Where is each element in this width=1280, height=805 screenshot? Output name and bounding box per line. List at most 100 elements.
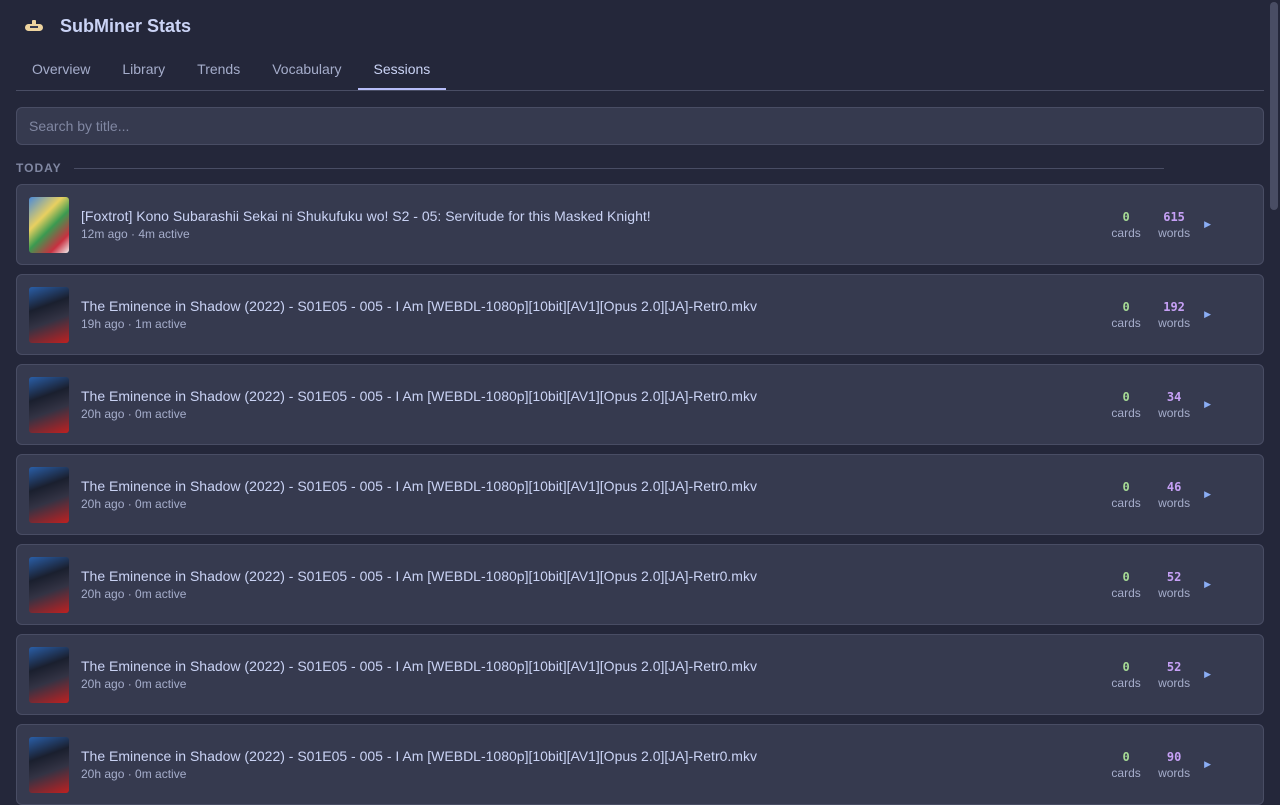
app-header: SubMiner Stats [0, 0, 1280, 52]
search-box [16, 107, 1264, 145]
cards-count: 0 [1122, 749, 1130, 764]
tab-trends[interactable]: Trends [197, 61, 241, 77]
cards-count: 0 [1122, 209, 1130, 224]
tab-sessions[interactable]: Sessions [357, 52, 447, 90]
group-header-today: TODAY [16, 161, 1264, 175]
session-info: The Eminence in Shadow (2022) - S01E05 -… [81, 298, 1102, 331]
cards-label: cards [1111, 585, 1141, 600]
session-info: The Eminence in Shadow (2022) - S01E05 -… [81, 568, 1102, 601]
expand-arrow-icon[interactable]: ▶ [1204, 579, 1211, 589]
tab-library[interactable]: Library [122, 61, 166, 77]
session-row[interactable]: The Eminence in Shadow (2022) - S01E05 -… [16, 364, 1264, 445]
cards-stat: 0 cards [1102, 480, 1150, 510]
words-count: 46 [1166, 479, 1182, 494]
cover-thumbnail [29, 376, 69, 433]
words-label: words [1158, 765, 1191, 780]
session-meta: 20h ago · 0m active [81, 407, 187, 421]
session-row[interactable]: [Foxtrot] Kono Subarashii Sekai ni Shuku… [16, 184, 1264, 265]
words-stat: 90 words [1150, 750, 1198, 780]
words-count: 90 [1166, 749, 1182, 764]
words-label: words [1158, 315, 1191, 330]
session-row[interactable]: The Eminence in Shadow (2022) - S01E05 -… [16, 634, 1264, 715]
expand-arrow-icon[interactable]: ▶ [1204, 489, 1211, 499]
expand-arrow-icon[interactable]: ▶ [1204, 669, 1211, 679]
cards-label: cards [1111, 675, 1141, 690]
words-label: words [1158, 585, 1191, 600]
words-label: words [1158, 225, 1191, 240]
session-title: The Eminence in Shadow (2022) - S01E05 -… [81, 388, 757, 404]
words-label: words [1158, 675, 1191, 690]
cards-stat: 0 cards [1102, 300, 1150, 330]
expand-arrow-icon[interactable]: ▶ [1204, 309, 1211, 319]
session-meta: 12m ago · 4m active [81, 227, 190, 241]
words-label: words [1158, 405, 1191, 420]
session-info: [Foxtrot] Kono Subarashii Sekai ni Shuku… [81, 208, 1102, 241]
words-count: 192 [1163, 299, 1185, 314]
session-title: The Eminence in Shadow (2022) - S01E05 -… [81, 658, 757, 674]
cards-count: 0 [1122, 479, 1130, 494]
words-stat: 52 words [1150, 570, 1198, 600]
tab-overview[interactable]: Overview [32, 61, 91, 77]
cover-thumbnail [29, 196, 69, 253]
session-meta: 20h ago · 0m active [81, 677, 187, 691]
words-stat: 46 words [1150, 480, 1198, 510]
session-meta: 20h ago · 0m active [81, 587, 187, 601]
words-count: 52 [1166, 569, 1182, 584]
session-title: The Eminence in Shadow (2022) - S01E05 -… [81, 478, 757, 494]
search-input[interactable] [29, 118, 1251, 134]
session-row[interactable]: The Eminence in Shadow (2022) - S01E05 -… [16, 454, 1264, 535]
words-count: 615 [1163, 209, 1185, 224]
cards-label: cards [1111, 765, 1141, 780]
cards-label: cards [1111, 405, 1141, 420]
session-info: The Eminence in Shadow (2022) - S01E05 -… [81, 478, 1102, 511]
cover-thumbnail [29, 466, 69, 523]
cards-label: cards [1111, 225, 1141, 240]
cards-count: 0 [1122, 659, 1130, 674]
cover-thumbnail [29, 286, 69, 343]
expand-arrow-icon[interactable]: ▶ [1204, 399, 1211, 409]
words-stat: 615 words [1150, 210, 1198, 240]
cover-thumbnail [29, 646, 69, 703]
cards-count: 0 [1122, 569, 1130, 584]
submarine-icon [24, 19, 44, 33]
session-meta: 20h ago · 0m active [81, 767, 187, 781]
tab-vocabulary[interactable]: Vocabulary [272, 61, 342, 77]
words-count: 52 [1166, 659, 1182, 674]
cover-thumbnail [29, 556, 69, 613]
scrollbar[interactable] [1268, 0, 1280, 800]
cards-stat: 0 cards [1102, 570, 1150, 600]
session-title: The Eminence in Shadow (2022) - S01E05 -… [81, 568, 757, 584]
words-count: 34 [1166, 389, 1182, 404]
session-meta: 20h ago · 0m active [81, 497, 187, 511]
scrollbar-thumb[interactable] [1270, 2, 1278, 210]
cards-stat: 0 cards [1102, 750, 1150, 780]
session-title: [Foxtrot] Kono Subarashii Sekai ni Shuku… [81, 208, 651, 224]
expand-arrow-icon[interactable]: ▶ [1204, 759, 1211, 769]
divider [73, 167, 1164, 169]
cards-count: 0 [1122, 389, 1130, 404]
session-meta: 19h ago · 1m active [81, 317, 187, 331]
app-title: SubMiner Stats [60, 15, 192, 36]
group-label: TODAY [16, 161, 62, 175]
words-label: words [1158, 495, 1191, 510]
session-row[interactable]: The Eminence in Shadow (2022) - S01E05 -… [16, 544, 1264, 625]
expand-arrow-icon[interactable]: ▶ [1204, 219, 1211, 229]
session-info: The Eminence in Shadow (2022) - S01E05 -… [81, 748, 1102, 781]
words-stat: 34 words [1150, 390, 1198, 420]
words-stat: 52 words [1150, 660, 1198, 690]
cards-stat: 0 cards [1102, 210, 1150, 240]
session-list: [Foxtrot] Kono Subarashii Sekai ni Shuku… [0, 184, 1280, 805]
session-title: The Eminence in Shadow (2022) - S01E05 -… [81, 298, 757, 314]
cards-stat: 0 cards [1102, 390, 1150, 420]
words-stat: 192 words [1150, 300, 1198, 330]
cards-label: cards [1111, 315, 1141, 330]
cards-count: 0 [1122, 299, 1130, 314]
session-row[interactable]: The Eminence in Shadow (2022) - S01E05 -… [16, 724, 1264, 805]
tab-bar: Overview Library Trends Vocabulary Sessi… [16, 52, 1264, 91]
cards-stat: 0 cards [1102, 660, 1150, 690]
session-title: The Eminence in Shadow (2022) - S01E05 -… [81, 748, 757, 764]
session-row[interactable]: The Eminence in Shadow (2022) - S01E05 -… [16, 274, 1264, 355]
session-info: The Eminence in Shadow (2022) - S01E05 -… [81, 388, 1102, 421]
cover-thumbnail [29, 736, 69, 793]
cards-label: cards [1111, 495, 1141, 510]
